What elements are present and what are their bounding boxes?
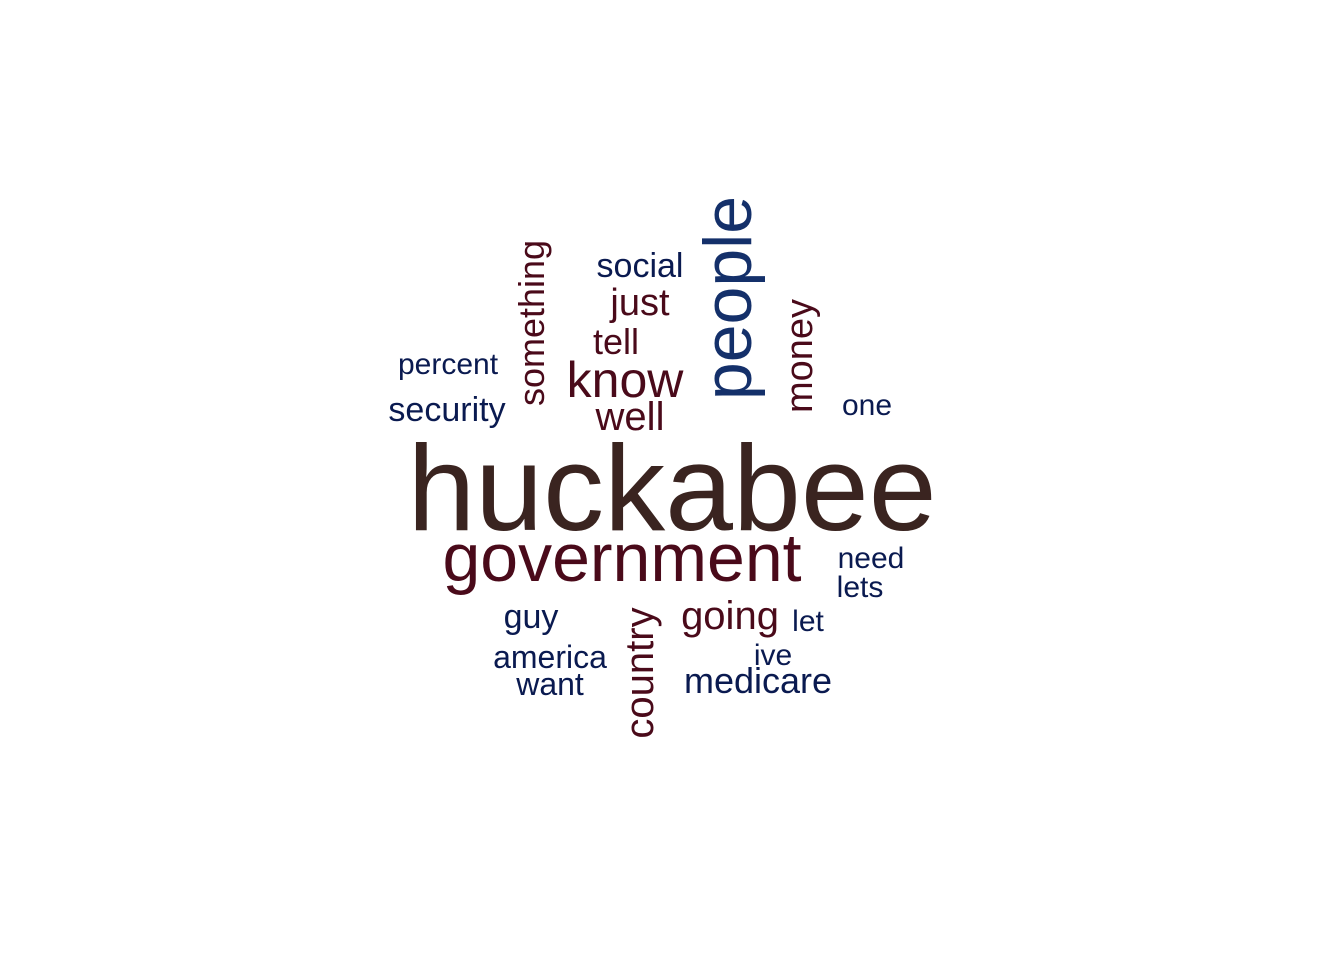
word-percent: percent — [397, 348, 499, 381]
word-going: going — [681, 594, 779, 638]
word-ive: ive — [753, 639, 793, 672]
word-tell: tell — [592, 321, 640, 362]
word-social: social — [596, 247, 684, 285]
word-money: money — [779, 298, 821, 414]
word-let: let — [792, 605, 824, 638]
word-country: country — [618, 607, 662, 739]
word-people: people — [690, 195, 766, 401]
word-know: know — [566, 352, 684, 408]
word-america: america — [493, 639, 607, 675]
word-well: well — [595, 395, 665, 439]
word-one: one — [841, 389, 893, 422]
word-guy: guy — [503, 598, 559, 636]
word-huckabee: huckabee — [407, 420, 937, 556]
word-need: need — [837, 542, 905, 575]
word-want: want — [516, 666, 584, 702]
word-lets: lets — [836, 571, 884, 604]
word-security: security — [388, 391, 506, 429]
word-medicare: medicare — [683, 660, 833, 701]
word-just: just — [610, 282, 670, 324]
word-something: something — [511, 239, 552, 407]
word-government: government — [442, 520, 802, 596]
